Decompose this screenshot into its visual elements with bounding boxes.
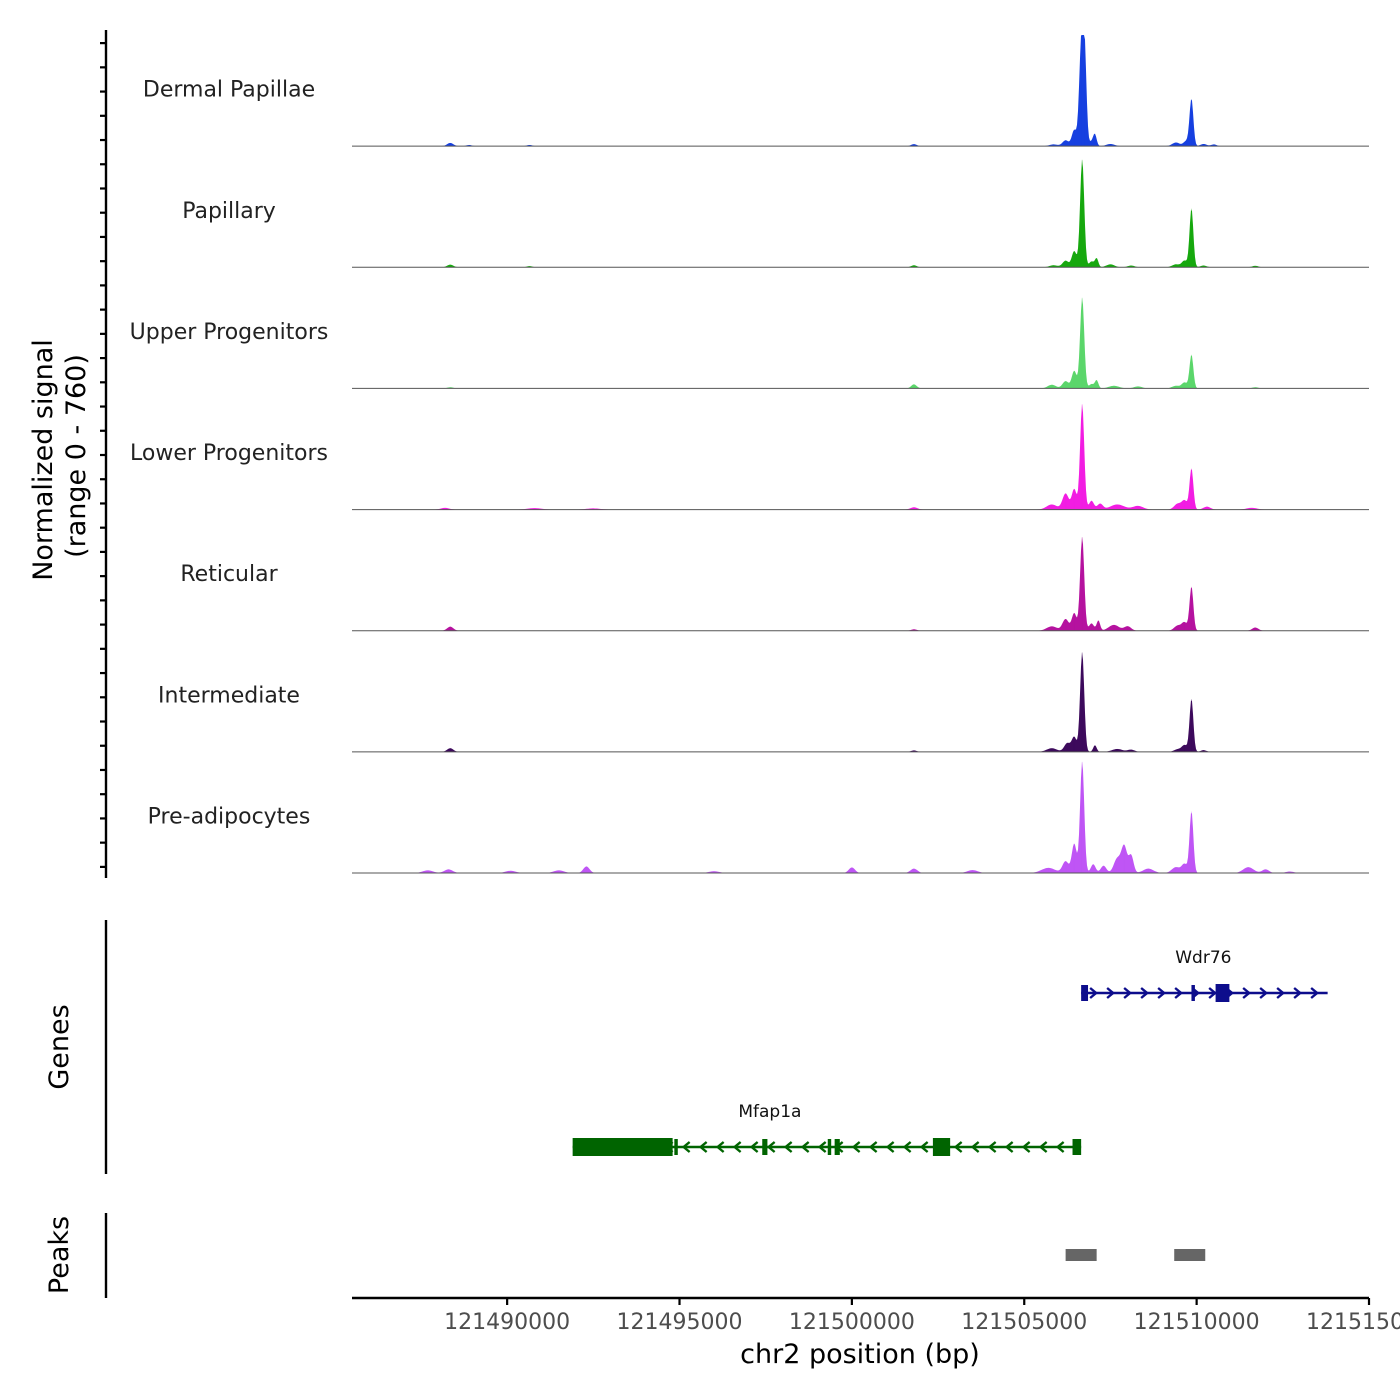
coverage-track: Dermal Papillae (143, 35, 1369, 147)
strand-chevron (851, 1141, 861, 1153)
strand-chevron (902, 1141, 912, 1153)
peak-track (1065, 1249, 1206, 1261)
coverage-track: Lower Progenitors (130, 404, 1369, 511)
signal-area (352, 35, 1369, 147)
x-tick-label: 121505000 (961, 1310, 1087, 1335)
signal-area (352, 404, 1369, 510)
track-label: Pre-adipocytes (148, 804, 311, 829)
coverage-tracks: Dermal Papillae Papillary Upper Progenitor… (130, 35, 1369, 874)
left-axes: Normalized signal (range 0 - 760) Genes … (28, 30, 108, 1298)
strand-chevron (715, 1141, 725, 1153)
strand-chevron (783, 1141, 793, 1153)
gene-exon (1081, 985, 1089, 1001)
strand-chevron (970, 1141, 980, 1153)
strand-chevron (732, 1141, 742, 1153)
track-label: Upper Progenitors (130, 320, 329, 345)
strand-chevron (1106, 987, 1116, 999)
strand-chevron (1208, 987, 1218, 999)
signal-area (352, 537, 1369, 631)
peaks-y-label: Peaks (44, 1216, 75, 1294)
coverage-track: Reticular (180, 537, 1369, 632)
strand-chevron (817, 1141, 827, 1153)
track-label: Lower Progenitors (130, 441, 328, 466)
signal-area (352, 160, 1369, 268)
strand-chevron (749, 1141, 759, 1153)
coverage-track: Papillary (182, 159, 1369, 268)
strand-chevron (1038, 1141, 1048, 1153)
strand-chevron (919, 1141, 929, 1153)
strand-chevron (1310, 987, 1320, 999)
coverage-y-label: Normalized signal (28, 339, 59, 581)
coverage-y-ticks (100, 42, 106, 868)
gene-exon (1215, 984, 1230, 1002)
strand-chevron (1004, 1141, 1014, 1153)
coverage-track: Intermediate (158, 652, 1369, 753)
genes-y-label: Genes (44, 1004, 75, 1089)
strand-chevron (1259, 987, 1269, 999)
peak-region (1065, 1249, 1097, 1261)
strand-chevron (800, 1141, 810, 1153)
x-tick-label: 121515000 (1306, 1310, 1400, 1335)
gene-label: Mfap1a (738, 1102, 801, 1122)
x-tick-label: 121490000 (444, 1310, 570, 1335)
gene-exon (1191, 985, 1195, 1001)
strand-chevron (1021, 1141, 1031, 1153)
strand-chevron (1242, 987, 1252, 999)
signal-area (352, 652, 1369, 752)
strand-chevron (681, 1141, 691, 1153)
x-tick-label: 121500000 (789, 1310, 915, 1335)
gene-mfap1a: Mfap1a (572, 1102, 1082, 1156)
strand-chevron (1055, 1141, 1065, 1153)
strand-chevron (885, 1141, 895, 1153)
strand-chevron (1157, 987, 1167, 999)
strand-chevron (1123, 987, 1133, 999)
coverage-track: Upper Progenitors (130, 297, 1369, 389)
strand-chevron (1174, 987, 1184, 999)
strand-chevron (766, 1141, 776, 1153)
strand-chevron (1140, 987, 1150, 999)
gene-exon (932, 1138, 951, 1156)
gene-exon (572, 1138, 673, 1156)
track-label: Reticular (180, 562, 278, 587)
strand-chevron (1089, 987, 1099, 999)
x-tick-label: 121510000 (1134, 1310, 1260, 1335)
gene-wdr76: Wdr76 (1081, 948, 1328, 1002)
x-axis-label: chr2 position (bp) (740, 1339, 980, 1370)
strand-chevron (1293, 987, 1303, 999)
gene-exon (1072, 1139, 1082, 1155)
track-label: Papillary (182, 199, 276, 224)
track-label: Intermediate (158, 683, 300, 708)
strand-chevron (987, 1141, 997, 1153)
strand-chevron (953, 1141, 963, 1153)
signal-area (352, 762, 1369, 873)
gene-label: Wdr76 (1175, 948, 1231, 968)
x-tick-label: 121495000 (617, 1310, 743, 1335)
coverage-track: Pre-adipocytes (148, 761, 1369, 874)
strand-chevron (698, 1141, 708, 1153)
peak-region (1174, 1249, 1206, 1261)
coverage-y-range-label: (range 0 - 760) (61, 354, 92, 558)
strand-chevron (1276, 987, 1286, 999)
gene-exon (674, 1139, 678, 1155)
gene-exon (827, 1139, 832, 1155)
strand-chevron (868, 1141, 878, 1153)
x-axis: chr2 position (bp) 121490000 121495000 121… (352, 1296, 1400, 1370)
gene-exon (762, 1139, 768, 1155)
signal-area (352, 297, 1369, 389)
gene-track: Wdr76 Mfap1a (572, 948, 1328, 1156)
gene-exon (834, 1139, 840, 1155)
track-label: Dermal Papillae (143, 78, 315, 103)
